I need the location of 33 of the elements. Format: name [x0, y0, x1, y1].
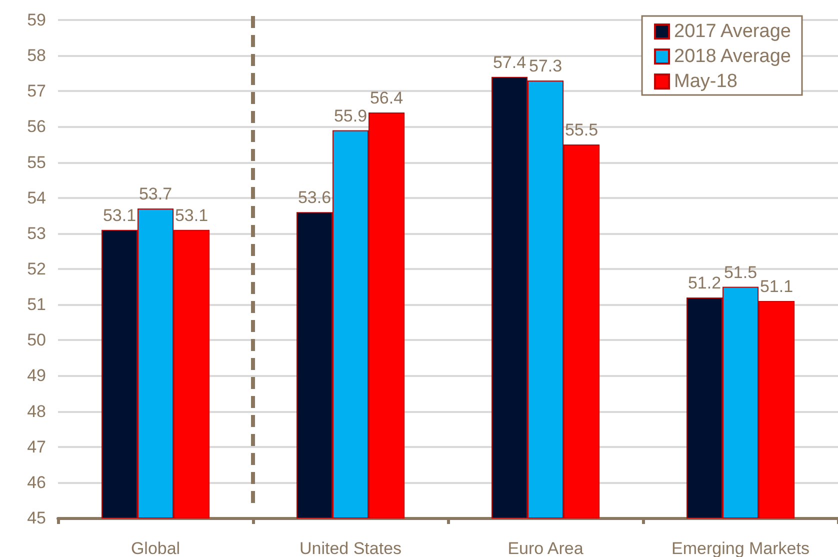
data-label: 53.1: [174, 206, 208, 225]
y-tick-label: 57: [27, 82, 46, 101]
y-tick-label: 56: [27, 117, 46, 136]
data-label: 53.7: [138, 184, 172, 204]
data-label: 53.6: [298, 188, 332, 208]
y-tick-label: 51: [27, 295, 46, 314]
x-tick-label: Euro Area: [508, 539, 584, 557]
data-label: 55.5: [564, 120, 598, 140]
legend-label: 2018 Average: [674, 46, 791, 67]
x-tick-label: United States: [299, 539, 402, 557]
data-label: 51.2: [688, 273, 722, 292]
y-tick-label: 49: [27, 366, 46, 386]
y-tick-label: 58: [27, 46, 46, 66]
y-tick-label: 53: [27, 224, 46, 243]
y-tick-label: 46: [27, 472, 46, 492]
data-label: 57.4: [492, 52, 526, 72]
legend-label: May-18: [674, 71, 738, 92]
legend-label: 2017 Average: [674, 21, 791, 42]
x-tick-label: Global: [130, 539, 180, 557]
y-tick-label: 48: [27, 402, 46, 421]
y-tick-label: 59: [27, 10, 46, 30]
data-label: 56.4: [370, 88, 404, 108]
y-tick-label: 50: [27, 330, 46, 350]
data-label: 51.5: [724, 262, 758, 282]
y-tick-label: 54: [27, 188, 46, 208]
data-label: 57.3: [528, 56, 562, 76]
data-label: 55.9: [334, 106, 368, 126]
y-tick-label: 55: [27, 152, 46, 172]
data-label: 53.1: [102, 206, 136, 225]
data-label: 51.1: [760, 277, 794, 296]
y-tick-label: 47: [27, 437, 46, 456]
y-tick-label: 45: [27, 508, 46, 528]
y-tick-label: 52: [27, 260, 46, 278]
